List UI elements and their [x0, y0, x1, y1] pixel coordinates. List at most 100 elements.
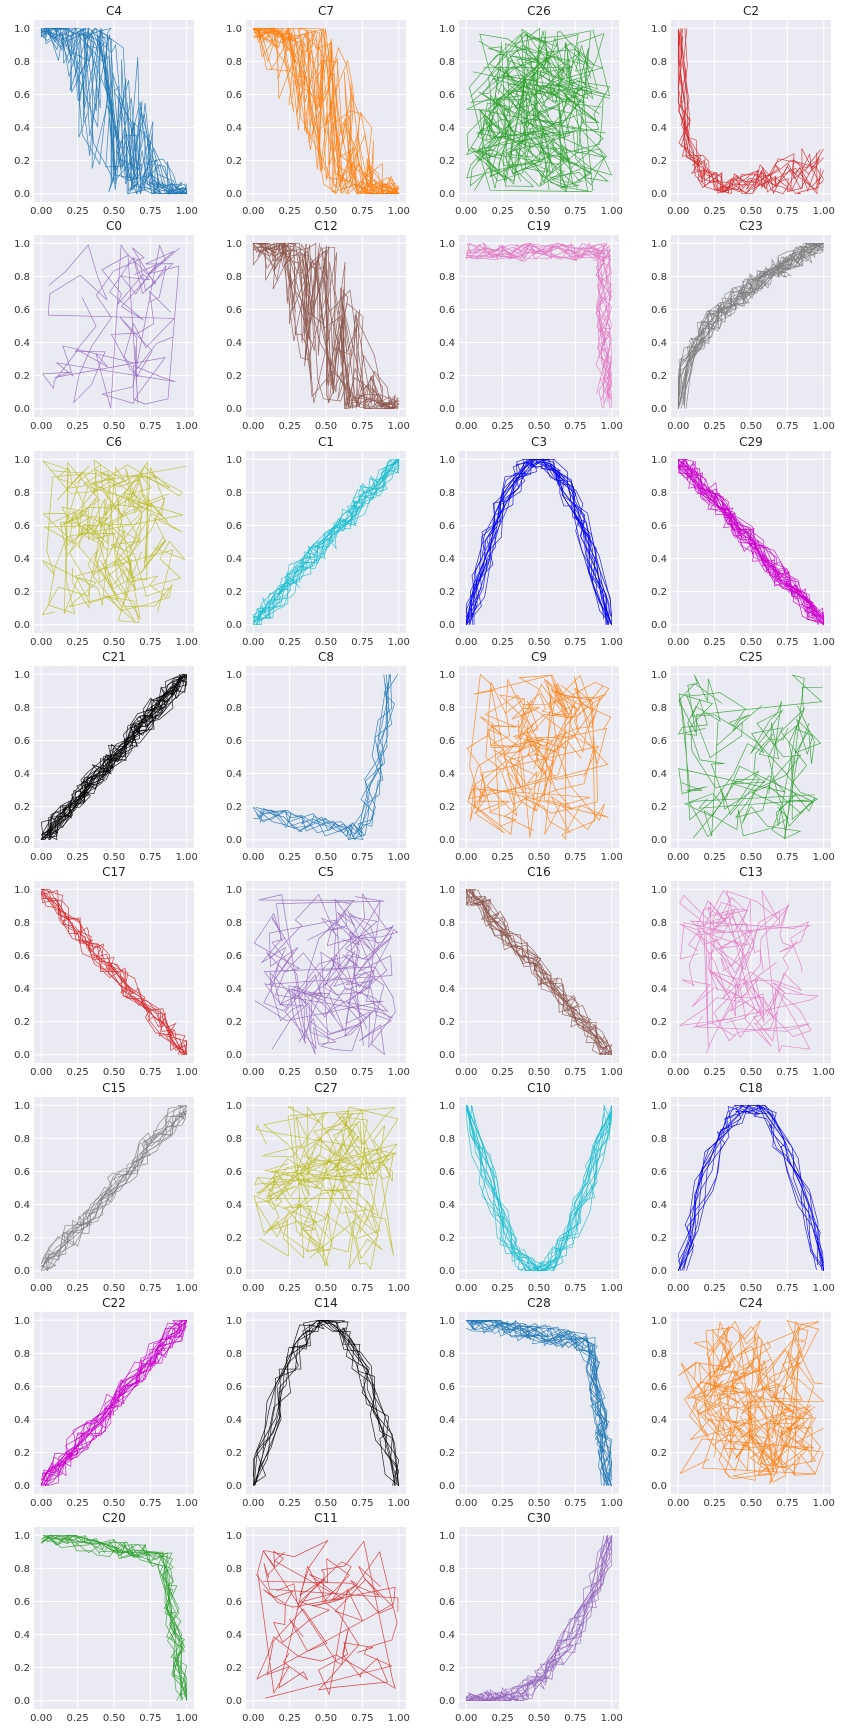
- series-line: [679, 889, 819, 1028]
- series-line: [685, 458, 824, 623]
- x-tick-label: 0.00: [242, 1283, 264, 1294]
- panel-title: C23: [739, 219, 763, 233]
- y-tick-label: 0.6: [226, 90, 242, 101]
- series-line: [476, 43, 607, 191]
- x-tick-label: 0.00: [242, 421, 264, 432]
- x-tick-label: 0.25: [67, 421, 89, 432]
- y-tick-label: 0.6: [226, 736, 242, 747]
- x-tick-label: 0.75: [351, 852, 373, 863]
- x-tick-label: 0.50: [315, 1067, 337, 1078]
- panel-title: C13: [739, 865, 763, 879]
- y-tick-label: 0.6: [651, 1382, 667, 1393]
- x-tick-label: 0.25: [704, 1498, 726, 1509]
- y-tick-label: 1.0: [651, 24, 667, 35]
- series-line: [41, 27, 188, 195]
- x-tick-label: 0.25: [492, 1283, 514, 1294]
- x-tick-label: 0.25: [492, 637, 514, 648]
- x-tick-label: 1.00: [176, 1067, 198, 1078]
- panel-title: C15: [102, 1081, 126, 1095]
- x-tick-label: 0.25: [67, 1713, 89, 1724]
- x-tick-label: 0.00: [30, 1713, 52, 1724]
- y-tick-label: 0.4: [226, 1200, 242, 1211]
- x-tick-label: 0.25: [67, 637, 89, 648]
- x-tick-label: 1.00: [601, 1713, 623, 1724]
- x-tick-label: 1.00: [176, 206, 198, 217]
- panel-title: C20: [102, 1511, 126, 1525]
- panel-c12: 0.00 0.25 0.50 0.75 1.00 0.0 0.2 0.4 0.6 0.8 1.0 C1…: [226, 219, 410, 432]
- series-line: [707, 901, 803, 1042]
- y-tick-label: 1.0: [14, 24, 30, 35]
- x-tick-label: 0.25: [492, 1713, 514, 1724]
- series-line: [759, 1415, 824, 1475]
- y-tick-label: 0.2: [14, 802, 30, 813]
- panel-title: C9: [531, 650, 547, 664]
- x-tick-label: 1.00: [176, 1283, 198, 1294]
- y-tick-label: 0.2: [439, 1233, 455, 1244]
- y-tick-label: 1.0: [439, 670, 455, 681]
- series-line: [471, 1319, 612, 1477]
- y-tick-label: 1.0: [14, 455, 30, 466]
- y-tick-label: 0.8: [439, 272, 455, 283]
- series-line: [258, 674, 389, 841]
- y-tick-label: 0.8: [439, 1134, 455, 1145]
- series-line: [680, 28, 818, 192]
- series-line: [46, 1535, 186, 1697]
- series-line: [686, 1105, 825, 1271]
- x-tick-label: 1.00: [388, 852, 410, 863]
- series-line: [41, 673, 187, 840]
- y-tick-label: 0.2: [14, 587, 30, 598]
- panel-c29: 0.00 0.25 0.50 0.75 1.00 0.0 0.2 0.4 0.6 0.8 1.0 C2…: [651, 435, 835, 648]
- y-tick-label: 0.2: [651, 1017, 667, 1028]
- series-line: [472, 30, 604, 188]
- series-line: [466, 464, 607, 625]
- x-tick-label: 1.00: [601, 421, 623, 432]
- y-tick-label: 0.4: [14, 1630, 30, 1641]
- panel-title: C30: [527, 1511, 551, 1525]
- y-tick-label: 0.8: [226, 1134, 242, 1145]
- y-tick-label: 0.6: [226, 305, 242, 316]
- series-line: [252, 460, 393, 625]
- y-tick-label: 1.0: [439, 1101, 455, 1112]
- series-line: [466, 1535, 609, 1702]
- y-tick-label: 0.0: [651, 1050, 667, 1061]
- x-tick-label: 0.25: [704, 421, 726, 432]
- panel-title: C29: [739, 435, 763, 449]
- x-tick-label: 0.75: [564, 1067, 586, 1078]
- y-tick-label: 0.4: [14, 1415, 30, 1426]
- series-line: [488, 46, 608, 187]
- x-tick-label: 0.25: [279, 852, 301, 863]
- y-tick-label: 0.2: [439, 1663, 455, 1674]
- y-tick-label: 1.0: [226, 670, 242, 681]
- series-line: [698, 1325, 817, 1480]
- series-line: [677, 242, 824, 409]
- y-tick-label: 0.6: [14, 1167, 30, 1178]
- y-tick-label: 0.2: [651, 587, 667, 598]
- y-tick-label: 0.6: [439, 1597, 455, 1608]
- panel-c1: 0.00 0.25 0.50 0.75 1.00 0.0 0.2 0.4 0.6 0.8 1.0 C1: [226, 435, 410, 648]
- series-line: [465, 461, 613, 623]
- y-tick-label: 0.8: [14, 918, 30, 929]
- x-tick-label: 0.50: [740, 206, 762, 217]
- series-line: [260, 674, 393, 841]
- x-tick-label: 0.75: [564, 637, 586, 648]
- y-tick-label: 0.0: [439, 835, 455, 846]
- series-line: [685, 674, 823, 840]
- x-tick-label: 0.00: [30, 1283, 52, 1294]
- panel-title: C16: [527, 865, 551, 879]
- y-tick-label: 0.2: [226, 371, 242, 382]
- series-line: [678, 1321, 771, 1473]
- panel-title: C7: [318, 4, 334, 18]
- y-tick-label: 0.6: [226, 1382, 242, 1393]
- y-tick-label: 0.8: [14, 703, 30, 714]
- x-tick-label: 0.00: [242, 206, 264, 217]
- y-tick-label: 0.6: [651, 305, 667, 316]
- x-tick-label: 0.50: [315, 421, 337, 432]
- x-tick-label: 0.50: [528, 637, 550, 648]
- series-line: [45, 1535, 182, 1701]
- x-tick-label: 0.00: [30, 421, 52, 432]
- series-line: [44, 27, 187, 195]
- series-line: [254, 1321, 400, 1486]
- series-line: [252, 28, 396, 195]
- series-line: [106, 467, 169, 561]
- y-tick-label: 0.2: [439, 802, 455, 813]
